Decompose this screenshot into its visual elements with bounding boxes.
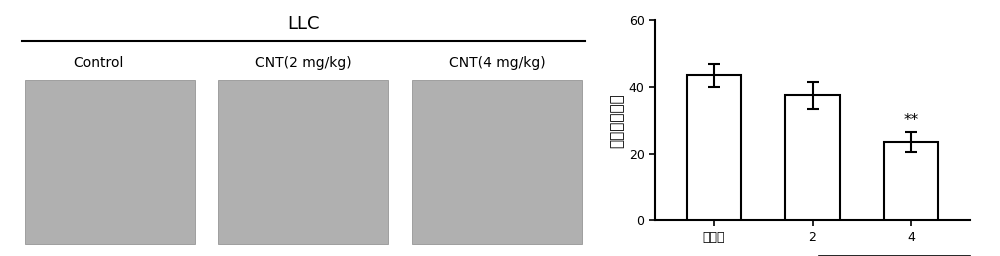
Bar [687, 75, 741, 220]
Text: Control: Control [73, 56, 123, 70]
Bar [412, 80, 582, 243]
Y-axis label: 肺转移结节数: 肺转移结节数 [610, 93, 625, 148]
Text: **: ** [903, 113, 919, 128]
Bar [25, 80, 195, 243]
Text: LLC: LLC [287, 15, 320, 33]
Bar [785, 95, 840, 220]
Text: CNT(4 mg/kg): CNT(4 mg/kg) [449, 56, 545, 70]
Bar [218, 80, 388, 243]
Bar [884, 142, 938, 220]
Text: CNT(2 mg/kg): CNT(2 mg/kg) [255, 56, 352, 70]
